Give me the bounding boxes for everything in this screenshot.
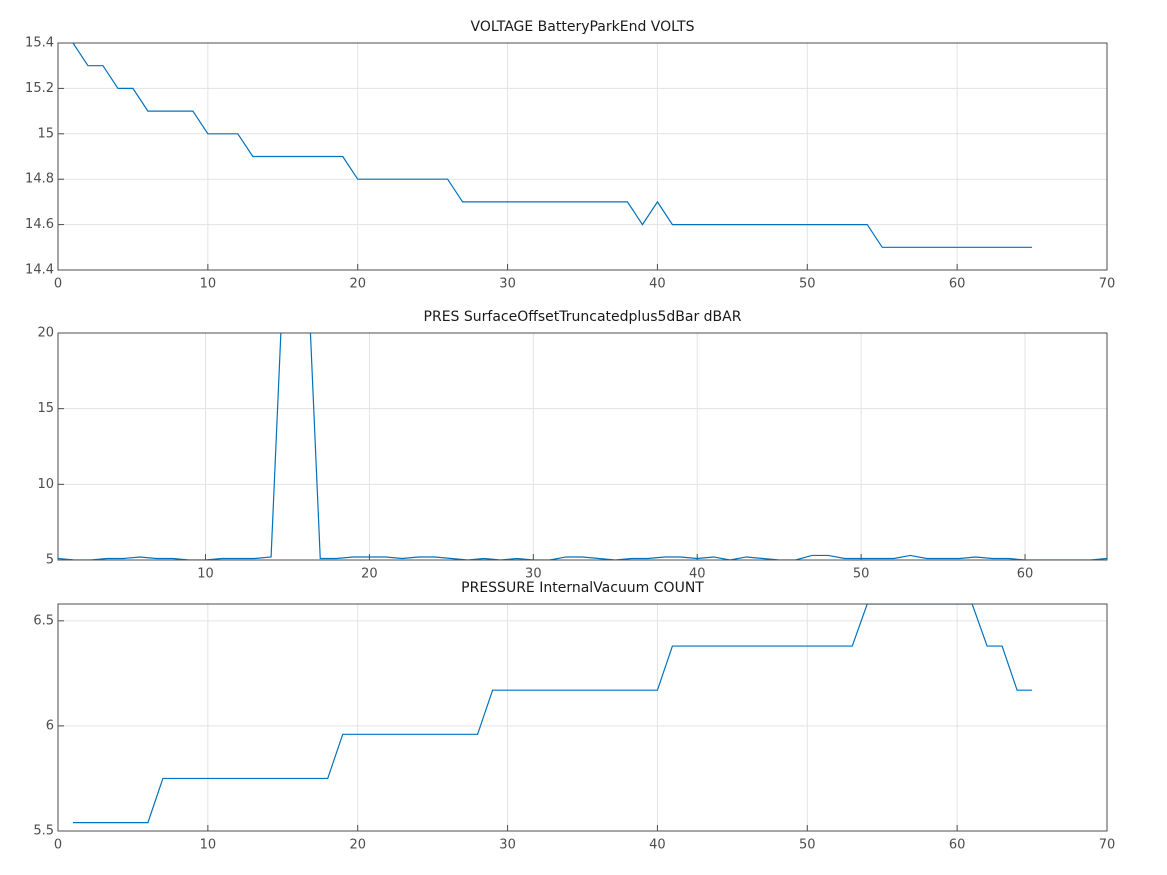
y-tick-label: 15.2 xyxy=(25,81,54,96)
x-tick-label: 50 xyxy=(799,838,816,853)
y-tick-label: 14.8 xyxy=(25,172,54,187)
x-tick-label: 40 xyxy=(689,567,706,582)
x-tick-label: 30 xyxy=(525,567,542,582)
x-tick-label: 70 xyxy=(1099,277,1116,292)
x-tick-label: 70 xyxy=(1099,838,1116,853)
y-tick-label: 15.4 xyxy=(25,36,54,51)
chart-title: PRES SurfaceOffsetTruncatedplus5dBar dBA… xyxy=(424,309,742,325)
y-tick-label: 15 xyxy=(37,401,54,416)
x-tick-label: 10 xyxy=(200,838,217,853)
chart-title: VOLTAGE BatteryParkEnd VOLTS xyxy=(471,19,695,35)
axes-box xyxy=(57,603,1108,832)
x-tick-label: 20 xyxy=(349,277,366,292)
data-line xyxy=(72,43,1033,248)
x-tick-label: 30 xyxy=(499,838,516,853)
subplot: VOLTAGE BatteryParkEnd VOLTS 0 10 20 30 40 50 6… xyxy=(25,19,1115,292)
x-tick-label: 30 xyxy=(499,277,516,292)
x-tick-label: 10 xyxy=(197,567,214,582)
y-tick-label: 20 xyxy=(37,326,54,341)
subplot: PRES SurfaceOffsetTruncatedplus5dBar dBA… xyxy=(37,309,1108,582)
data-line xyxy=(58,333,1107,560)
y-tick-label: 5 xyxy=(46,553,54,568)
y-tick-label: 15 xyxy=(37,126,54,141)
axes-box xyxy=(57,42,1108,271)
x-tick-label: 50 xyxy=(853,567,870,582)
y-tick-label: 14.4 xyxy=(25,263,54,278)
chart-title: PRESSURE InternalVacuum COUNT xyxy=(461,580,704,596)
x-tick-label: 60 xyxy=(949,277,966,292)
x-tick-label: 40 xyxy=(649,838,666,853)
y-tick-label: 14.6 xyxy=(25,217,54,232)
x-tick-label: 0 xyxy=(54,838,62,853)
x-tick-label: 20 xyxy=(349,838,366,853)
x-tick-label: 60 xyxy=(949,838,966,853)
x-tick-label: 60 xyxy=(1017,567,1034,582)
x-tick-label: 0 xyxy=(54,277,62,292)
y-tick-label: 10 xyxy=(37,477,54,492)
data-line xyxy=(72,604,1033,824)
x-tick-label: 50 xyxy=(799,277,816,292)
x-tick-label: 20 xyxy=(361,567,378,582)
axes-box xyxy=(57,332,1108,561)
x-tick-label: 10 xyxy=(200,277,217,292)
y-tick-label: 6.5 xyxy=(33,613,54,628)
y-tick-label: 5.5 xyxy=(33,824,54,839)
x-tick-label: 40 xyxy=(649,277,666,292)
subplot: PRESSURE InternalVacuum COUNT 0 10 20 30 40 50… xyxy=(33,580,1115,853)
y-tick-label: 6 xyxy=(46,718,54,733)
